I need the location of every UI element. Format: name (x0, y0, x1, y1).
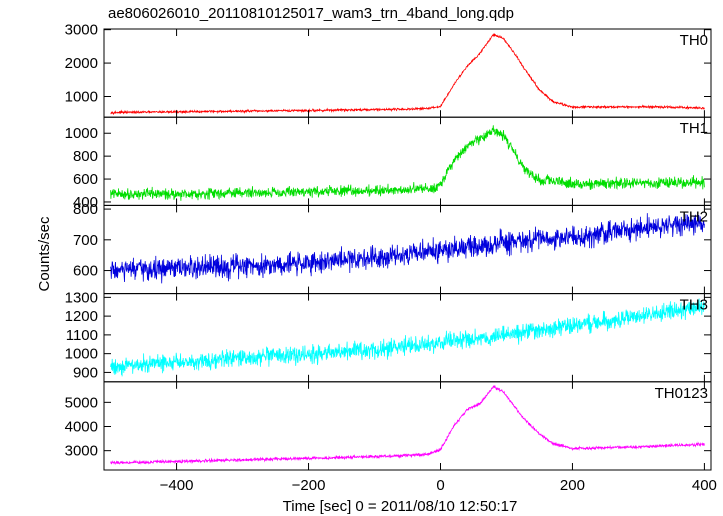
series-line-th1 (110, 125, 705, 201)
x-tick-label: −400 (160, 477, 194, 494)
y-tick-label: 5000 (65, 394, 98, 411)
y-tick-label: 600 (73, 263, 98, 280)
y-tick-label: 800 (73, 148, 98, 165)
y-tick-label: 1000 (65, 125, 98, 142)
y-tick-label: 3000 (65, 22, 98, 39)
panel-th0123: 3000 4000 5000 TH0123 (65, 381, 712, 471)
panel-frame (103, 381, 712, 471)
series-line-th3 (110, 298, 705, 377)
y-tick-label: 700 (73, 232, 98, 249)
panel-th1: 400 600 800 1000 TH1 (65, 116, 712, 211)
x-tick-label: 200 (560, 477, 585, 494)
y-tick-label: 1000 (65, 88, 98, 105)
panel-frame (103, 28, 712, 118)
panel-label: TH0 (680, 32, 708, 49)
series-line-th2 (110, 213, 705, 284)
panel-frame (103, 293, 712, 383)
panel-th0: 1000 2000 3000 TH0 (65, 22, 712, 118)
y-tick-label: 1200 (65, 308, 98, 325)
y-tick-label: 4000 (65, 419, 98, 436)
y-tick-label: 1300 (65, 289, 98, 306)
x-tick-label: −200 (292, 477, 326, 494)
y-axis-label: Counts/sec (36, 216, 53, 292)
x-tick-label: 400 (692, 477, 717, 494)
panel-label: TH2 (680, 208, 708, 225)
x-tick-label: 0 (436, 477, 444, 494)
y-tick-label: 2000 (65, 55, 98, 72)
y-tick-label: 900 (73, 364, 98, 381)
panel-label: TH3 (680, 297, 708, 314)
y-tick-label: 1000 (65, 346, 98, 363)
panel-label: TH0123 (655, 385, 708, 402)
chart-title: ae806026010_20110810125017_wam3_trn_4ban… (108, 5, 514, 22)
series-line-th0 (110, 33, 705, 116)
panel-th2: 600 700 800 TH2 (73, 201, 712, 295)
y-tick-label: 1100 (66, 327, 98, 344)
panel-label: TH1 (680, 120, 708, 137)
series-line-th0123 (110, 385, 705, 465)
y-tick-label: 3000 (65, 443, 98, 460)
x-tick-labels: −400 −200 0 200 400 (160, 477, 717, 494)
y-tick-label: 800 (73, 201, 98, 218)
y-tick-label: 400 (73, 194, 98, 211)
y-tick-label: 600 (73, 171, 98, 188)
x-axis-label: Time [sec] 0 = 2011/08/10 12:50:17 (283, 498, 518, 515)
